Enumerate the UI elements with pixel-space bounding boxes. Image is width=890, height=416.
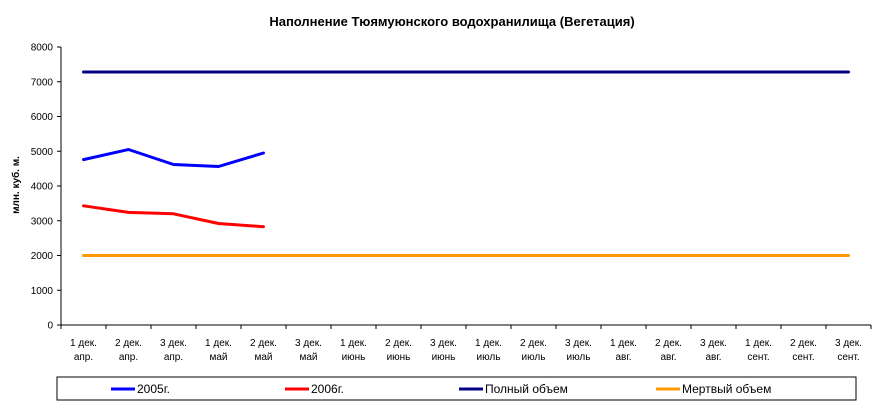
legend-label-1: 2006г. <box>311 382 344 396</box>
legend: 2005г. 2006г. Полный объем Мертвый объем <box>56 376 857 401</box>
y-tick-label: 3000 <box>31 216 54 227</box>
y-tick-label: 0 <box>47 321 53 332</box>
x-tick-label-decade: 3 дек. <box>565 338 592 349</box>
y-tick-label: 2000 <box>31 251 54 262</box>
y-tick-label: 1000 <box>31 286 54 297</box>
series-group <box>82 70 850 257</box>
x-tick-label-month: май <box>254 352 272 363</box>
x-tick-label-month: июнь <box>432 352 456 363</box>
series-line-0 <box>82 148 265 168</box>
x-tick-label-decade: 2 дек. <box>250 338 277 349</box>
x-tick-label-decade: 3 дек. <box>295 338 322 349</box>
x-tick-label-decade: 2 дек. <box>790 338 817 349</box>
x-tick-label-decade: 1 дек. <box>475 338 502 349</box>
x-tick-label-month: авг. <box>705 352 721 363</box>
y-tick-label: 6000 <box>31 112 54 123</box>
x-tick-label-month: май <box>209 352 227 363</box>
series-line-1 <box>82 204 265 229</box>
x-tick-label-decade: 2 дек. <box>385 338 412 349</box>
x-tick-label-month: сент. <box>747 352 769 363</box>
y-tick-label: 7000 <box>31 77 54 88</box>
x-tick-label-decade: 3 дек. <box>700 338 727 349</box>
x-tick-label-decade: 1 дек. <box>340 338 367 349</box>
legend-label-2: Полный объем <box>485 382 568 396</box>
x-tick-label-decade: 2 дек. <box>115 338 142 349</box>
x-tick-label-month: июль <box>477 352 501 363</box>
x-tick-label-month: сент. <box>792 352 814 363</box>
x-tick-label-decade: 1 дек. <box>205 338 232 349</box>
x-tick-label-decade: 2 дек. <box>520 338 547 349</box>
x-tick-label-decade: 1 дек. <box>745 338 772 349</box>
chart-title: Наполнение Тюямуюнского водохранилища (В… <box>269 14 634 29</box>
x-tick-label-month: июль <box>522 352 546 363</box>
x-tick-label-month: авг. <box>660 352 676 363</box>
x-axis: 1 дек. апр. 2 дек. апр. 3 дек. апр. 1 дек. май 2… <box>60 324 872 363</box>
x-tick-label-month: июль <box>567 352 591 363</box>
x-tick-label-month: апр. <box>164 352 183 363</box>
y-axis-label: млн. куб. м. <box>10 156 22 214</box>
x-tick-label-month: июнь <box>387 352 411 363</box>
y-axis: 0 1000 2000 3000 4000 5000 6000 7000 8000 <box>31 43 62 332</box>
x-tick-label-month: июнь <box>342 352 366 363</box>
x-tick-label-month: сент. <box>837 352 859 363</box>
legend-label-3: Мертвый объем <box>682 382 771 396</box>
y-tick-label: 4000 <box>31 182 54 193</box>
x-tick-label-month: авг. <box>615 352 631 363</box>
legend-box <box>56 376 857 401</box>
x-tick-label-month: апр. <box>74 352 93 363</box>
x-tick-label-decade: 2 дек. <box>655 338 682 349</box>
x-tick-label-month: май <box>299 352 317 363</box>
y-tick-label: 5000 <box>31 147 54 158</box>
x-tick-label-decade: 3 дек. <box>835 338 862 349</box>
x-tick-label-decade: 3 дек. <box>160 338 187 349</box>
legend-label-0: 2005г. <box>137 382 170 396</box>
y-tick-label: 8000 <box>31 43 54 54</box>
x-tick-label-decade: 1 дек. <box>70 338 97 349</box>
x-tick-label-decade: 1 дек. <box>610 338 637 349</box>
x-tick-label-decade: 3 дек. <box>430 338 457 349</box>
x-tick-label-month: апр. <box>119 352 138 363</box>
